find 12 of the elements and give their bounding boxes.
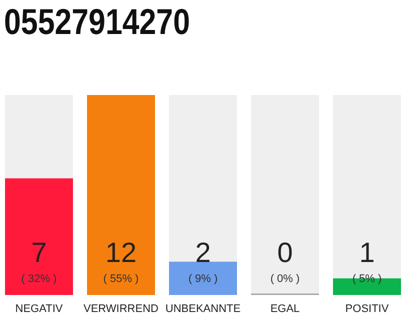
bar	[169, 262, 237, 295]
x-tick-label: VERWIRREND	[84, 303, 159, 315]
data-label: 2 ( 9% )	[188, 237, 218, 285]
x-tick-label: NEGATIV	[15, 303, 64, 315]
data-label: 12 ( 55% )	[103, 237, 139, 285]
x-tick-label: POSITIV	[345, 303, 390, 315]
bar	[87, 95, 155, 295]
chart-title: 05527914270	[4, 1, 224, 42]
data-label: 0 ( 0% )	[270, 237, 300, 285]
x-tick-label: EGAL	[270, 303, 300, 315]
x-tick-label: UNBEKANNTE	[165, 303, 241, 315]
data-label: 7 ( 32% )	[21, 237, 57, 285]
